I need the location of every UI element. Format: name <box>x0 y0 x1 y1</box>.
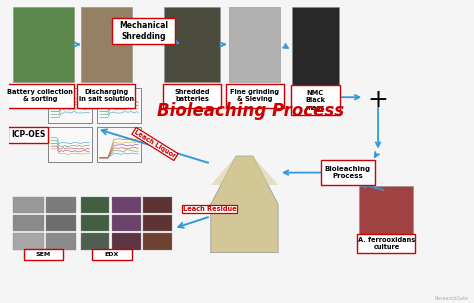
FancyBboxPatch shape <box>357 234 415 253</box>
FancyBboxPatch shape <box>92 249 132 260</box>
Bar <box>13 197 44 213</box>
Text: Battery collection
& sorting: Battery collection & sorting <box>7 89 73 102</box>
Text: Shredded
batteries: Shredded batteries <box>174 89 210 102</box>
FancyBboxPatch shape <box>291 85 340 115</box>
Text: A. ferrooxidans
culture: A. ferrooxidans culture <box>358 237 415 250</box>
Bar <box>81 197 109 213</box>
Text: Fine grinding
& Sieving: Fine grinding & Sieving <box>230 89 279 102</box>
Bar <box>48 88 92 123</box>
Text: Discharging
in salt solution: Discharging in salt solution <box>79 89 134 102</box>
Text: +: + <box>368 88 389 112</box>
Text: SEM: SEM <box>36 252 51 257</box>
Text: NMC
Black
mass: NMC Black mass <box>305 90 325 111</box>
Bar <box>48 127 92 162</box>
FancyBboxPatch shape <box>226 84 284 108</box>
Bar <box>13 233 44 250</box>
Bar <box>46 197 76 213</box>
Text: Leach Liquor: Leach Liquor <box>133 129 177 159</box>
Text: Bioleaching Process: Bioleaching Process <box>157 102 344 120</box>
Bar <box>97 88 141 123</box>
Text: ResearchGate: ResearchGate <box>435 296 469 301</box>
Text: ICP-OES: ICP-OES <box>11 130 46 139</box>
Polygon shape <box>211 156 278 185</box>
FancyBboxPatch shape <box>7 84 74 108</box>
Text: EDX: EDX <box>105 252 119 257</box>
Bar <box>13 7 73 82</box>
FancyBboxPatch shape <box>321 160 374 185</box>
Text: Mechanical
Shredding: Mechanical Shredding <box>119 21 168 41</box>
FancyBboxPatch shape <box>24 249 63 260</box>
Bar <box>143 215 172 231</box>
Text: Bioleaching
Process: Bioleaching Process <box>325 166 371 179</box>
FancyBboxPatch shape <box>77 84 135 108</box>
Bar <box>81 7 132 82</box>
Bar <box>81 215 109 231</box>
Bar <box>112 215 141 231</box>
Bar <box>112 197 141 213</box>
Bar <box>164 7 220 82</box>
Bar <box>229 7 281 82</box>
Bar <box>46 215 76 231</box>
Bar <box>292 7 338 97</box>
Bar <box>112 233 141 250</box>
Text: Leach Residue: Leach Residue <box>182 206 236 212</box>
FancyBboxPatch shape <box>9 127 48 143</box>
Bar <box>143 197 172 213</box>
Polygon shape <box>211 156 278 252</box>
Bar <box>97 127 141 162</box>
FancyBboxPatch shape <box>163 84 221 108</box>
Bar <box>13 215 44 231</box>
Bar <box>46 233 76 250</box>
Bar <box>143 233 172 250</box>
Bar <box>81 233 109 250</box>
Bar <box>359 186 413 238</box>
FancyBboxPatch shape <box>112 18 175 44</box>
